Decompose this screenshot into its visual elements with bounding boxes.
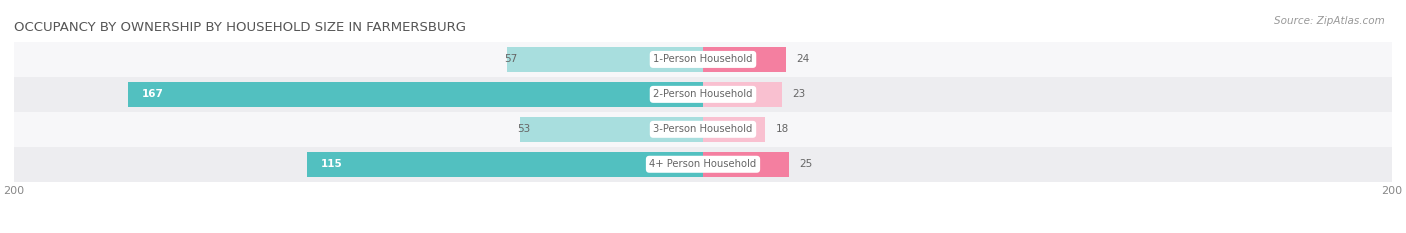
Text: 2-Person Household: 2-Person Household (654, 89, 752, 99)
Text: 25: 25 (800, 159, 813, 169)
Text: 53: 53 (517, 124, 531, 134)
Bar (703, 82, 782, 107)
Bar (703, 152, 789, 177)
Text: 57: 57 (503, 55, 517, 64)
Text: OCCUPANCY BY OWNERSHIP BY HOUSEHOLD SIZE IN FARMERSBURG: OCCUPANCY BY OWNERSHIP BY HOUSEHOLD SIZE… (14, 21, 465, 34)
Bar (703, 117, 765, 142)
Bar (703, 47, 786, 72)
Bar (506, 47, 703, 72)
Bar (14, 42, 1392, 77)
Bar (14, 147, 1392, 182)
Text: 115: 115 (321, 159, 343, 169)
Text: 23: 23 (793, 89, 806, 99)
Text: 167: 167 (142, 89, 163, 99)
Text: 1-Person Household: 1-Person Household (654, 55, 752, 64)
Text: 24: 24 (796, 55, 810, 64)
Bar (14, 77, 1392, 112)
Text: 4+ Person Household: 4+ Person Household (650, 159, 756, 169)
Bar (307, 152, 703, 177)
Text: 3-Person Household: 3-Person Household (654, 124, 752, 134)
Bar (128, 82, 703, 107)
Text: 18: 18 (775, 124, 789, 134)
Bar (520, 117, 703, 142)
Text: Source: ZipAtlas.com: Source: ZipAtlas.com (1274, 16, 1385, 26)
Bar (14, 112, 1392, 147)
